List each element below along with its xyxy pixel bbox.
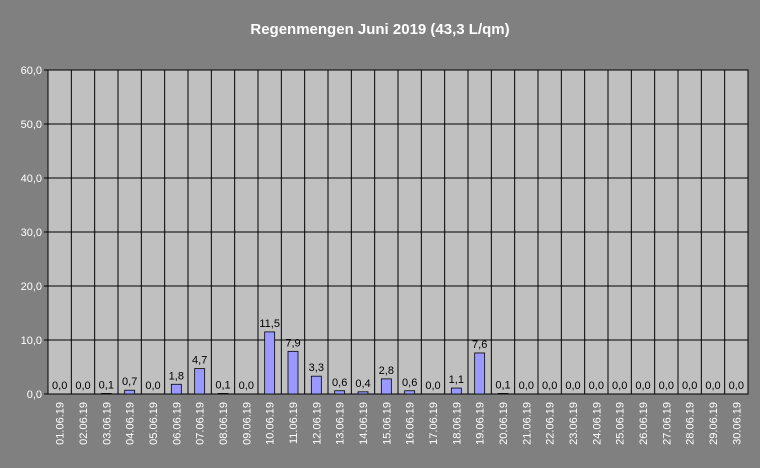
value-label: 0,6 [402,377,417,389]
x-tick-label: 04.06.19 [125,402,137,445]
value-label: 2,8 [379,365,394,377]
value-label: 3,3 [309,362,324,374]
bar [194,368,206,395]
value-label: 0,4 [355,378,370,390]
x-tick-label: 02.06.19 [78,402,90,445]
x-tick-label: 10.06.19 [265,402,277,445]
value-label: 0,0 [542,380,557,392]
bar [217,393,229,395]
y-tick-label: 0,0 [27,389,42,401]
value-label: 7,6 [472,339,487,351]
x-tick-label: 08.06.19 [218,402,230,445]
bar [357,391,369,395]
value-label: 0,0 [659,380,674,392]
x-tick-label: 18.06.19 [451,402,463,445]
bar [124,389,136,395]
y-tick-label: 50,0 [21,119,42,131]
x-tick-label: 30.06.19 [731,402,743,445]
x-tick-label: 29.06.19 [708,402,720,445]
value-label: 1,8 [169,370,184,382]
value-label: 0,1 [99,379,114,391]
bar [100,393,112,395]
bar [450,387,462,395]
bar [264,331,276,395]
x-tick-label: 26.06.19 [638,402,650,445]
x-tick-label: 06.06.19 [171,402,183,445]
y-tick-label: 10,0 [21,335,42,347]
x-tick-label: 11.06.19 [288,402,300,444]
bar [310,375,322,395]
x-tick-label: 24.06.19 [591,402,603,445]
bar [287,350,299,395]
x-tick-label: 20.06.19 [498,402,510,445]
x-tick-label: 12.06.19 [311,402,323,445]
value-label: 4,7 [192,355,207,367]
value-label: 1,1 [449,374,464,386]
x-tick-label: 27.06.19 [661,402,673,445]
value-label: 0,1 [495,379,510,391]
value-label: 0,0 [635,380,650,392]
y-tick-label: 20,0 [21,281,42,293]
x-tick-label: 01.06.19 [55,402,67,445]
bar [474,352,486,395]
y-tick-label: 30,0 [21,227,42,239]
value-label: 0,0 [589,380,604,392]
x-tick-label: 17.06.19 [428,402,440,445]
x-tick-label: 16.06.19 [405,402,417,445]
value-label: 0,0 [52,380,67,392]
value-label: 7,9 [285,337,300,349]
bar [334,390,346,395]
x-tick-label: 09.06.19 [241,402,253,445]
x-tick-label: 28.06.19 [685,402,697,445]
x-tick-label: 25.06.19 [615,402,627,445]
value-label: 11,5 [259,318,280,330]
value-label: 0,0 [239,380,254,392]
x-tick-label: 13.06.19 [335,402,347,445]
value-label: 0,0 [612,380,627,392]
y-tick-label: 60,0 [21,65,42,77]
value-label: 0,1 [215,379,230,391]
x-tick-label: 03.06.19 [101,402,113,445]
value-label: 0,0 [565,380,580,392]
x-tick-label: 07.06.19 [195,402,207,445]
bar [170,383,182,395]
x-tick-label: 19.06.19 [475,402,487,445]
value-label: 0,0 [425,380,440,392]
x-tick-label: 21.06.19 [521,402,533,445]
bar [380,378,392,395]
value-label: 0,7 [122,376,137,388]
bar [404,390,416,395]
value-label: 0,0 [705,380,720,392]
value-label: 0,0 [682,380,697,392]
plot-border [47,69,749,395]
chart-title: Regenmengen Juni 2019 (43,3 L/qm) [250,21,509,38]
value-label: 0,6 [332,377,347,389]
value-label: 0,0 [729,380,744,392]
value-label: 0,0 [145,380,160,392]
value-label: 0,0 [75,380,90,392]
x-tick-label: 05.06.19 [148,402,160,445]
x-tick-label: 14.06.19 [358,402,370,445]
x-tick-label: 22.06.19 [545,402,557,445]
bar [497,393,509,395]
y-tick-label: 40,0 [21,173,42,185]
value-label: 0,0 [519,380,534,392]
x-tick-label: 23.06.19 [568,402,580,445]
x-tick-label: 15.06.19 [381,402,393,445]
